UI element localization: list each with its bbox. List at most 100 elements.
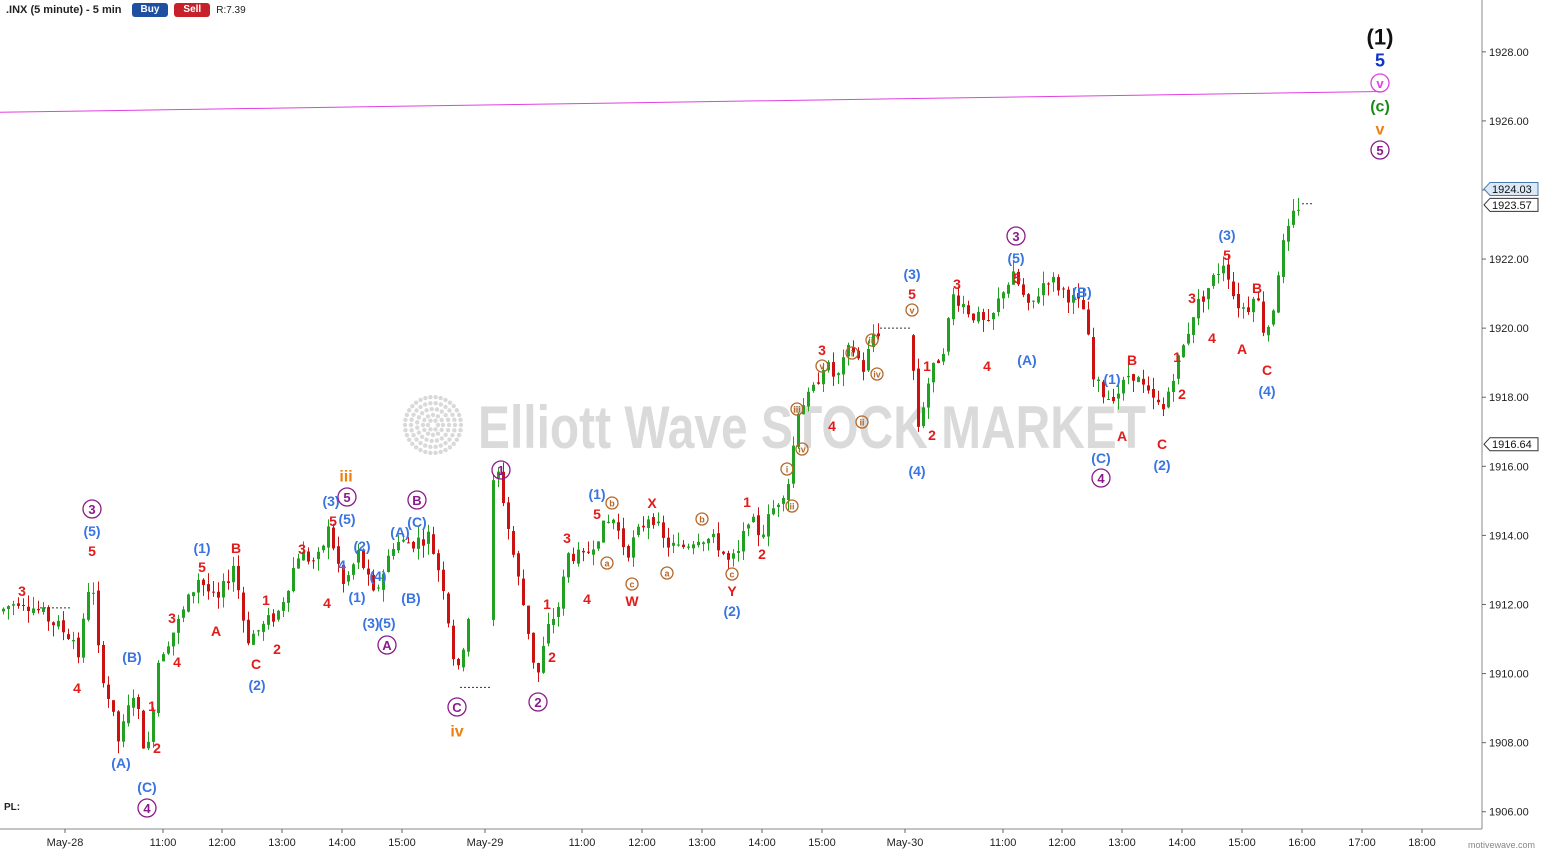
watermark-dot bbox=[424, 408, 429, 413]
candle-body bbox=[1057, 277, 1060, 291]
candle-body bbox=[397, 541, 400, 551]
wave-label-text: (c) bbox=[1370, 99, 1390, 116]
price-label-box bbox=[1483, 437, 1539, 452]
candle-body bbox=[427, 531, 430, 544]
candle-body bbox=[602, 520, 605, 543]
candle-body bbox=[257, 630, 260, 632]
wave-label-text: 3 bbox=[88, 502, 95, 517]
price-label-text: 1916.64 bbox=[1492, 439, 1532, 451]
wave-label-text: (C) bbox=[1091, 450, 1110, 466]
watermark-dot bbox=[419, 411, 425, 416]
wave-label: (5) bbox=[1007, 250, 1024, 266]
wave-label-text: 4 bbox=[1208, 330, 1216, 346]
watermark-dot bbox=[403, 417, 408, 423]
watermark-dot bbox=[420, 422, 426, 428]
wave-label-text: 2 bbox=[273, 641, 281, 657]
wave-label-text: 1 bbox=[497, 463, 504, 478]
wave-label: 3 bbox=[298, 541, 306, 557]
watermark-dot bbox=[433, 418, 438, 423]
wave-label: (2) bbox=[723, 603, 740, 619]
x-tick-label: 17:00 bbox=[1348, 837, 1376, 849]
candle-body bbox=[1227, 264, 1230, 280]
candle-body bbox=[787, 483, 790, 500]
candle-body bbox=[1197, 298, 1200, 319]
wave-label-circle bbox=[785, 499, 799, 513]
wave-label-text: i bbox=[786, 465, 789, 475]
wave-label: 2 bbox=[273, 641, 281, 657]
wave-label: 1 bbox=[1173, 349, 1181, 365]
candle-body bbox=[957, 295, 960, 306]
watermark-dot bbox=[458, 427, 463, 433]
watermark-dot bbox=[428, 444, 433, 450]
watermark-text: Elliott Wave STOCK MARKET bbox=[478, 394, 1146, 461]
wave-label-text: 2 bbox=[548, 649, 556, 665]
wave-label-text: (1) bbox=[1103, 371, 1120, 387]
wave-label: 5 bbox=[329, 513, 337, 529]
candle-body bbox=[1047, 283, 1050, 285]
watermark-dot bbox=[429, 438, 434, 444]
watermark-dot bbox=[439, 417, 444, 423]
sell-button[interactable]: Sell bbox=[174, 3, 211, 17]
site-watermark: motivewave.com bbox=[1467, 840, 1535, 850]
wave-label: 3 bbox=[563, 530, 571, 546]
wave-label: (B) bbox=[401, 590, 420, 606]
wave-label-text: (B) bbox=[122, 649, 141, 665]
wave-label-text: 4 bbox=[1097, 471, 1105, 486]
wave-label-text: 3 bbox=[298, 541, 306, 557]
wave-label-text: 4 bbox=[338, 557, 346, 573]
y-tick-label: 1908.00 bbox=[1489, 738, 1529, 750]
candle-body bbox=[417, 537, 420, 549]
wave-label: v bbox=[1376, 122, 1385, 139]
wave-label-text: 5 bbox=[1223, 247, 1231, 263]
wave-label: a bbox=[600, 556, 614, 570]
wave-label-text: 3 bbox=[18, 583, 26, 599]
wave-label-text: (2) bbox=[1153, 457, 1170, 473]
wave-label: (4) bbox=[1258, 383, 1275, 399]
candle-body bbox=[1207, 288, 1210, 300]
candle-body bbox=[1132, 374, 1135, 381]
candle-body bbox=[527, 605, 530, 634]
candle-body bbox=[147, 741, 150, 749]
candle-body bbox=[52, 622, 55, 626]
candle-body bbox=[812, 384, 815, 391]
candle-body bbox=[1032, 300, 1035, 302]
candle-body bbox=[1247, 307, 1250, 313]
candle-body bbox=[322, 545, 325, 551]
candle-body bbox=[657, 521, 660, 524]
watermark-dot bbox=[430, 412, 436, 418]
watermark-dot bbox=[433, 450, 438, 456]
candle-body bbox=[362, 549, 365, 568]
wave-label: iii bbox=[339, 469, 352, 486]
watermark-dot bbox=[415, 425, 420, 430]
wave-label-text: 2 bbox=[758, 546, 766, 562]
candle-body bbox=[307, 551, 310, 562]
candle-body bbox=[817, 382, 820, 384]
candle-body bbox=[627, 546, 630, 558]
wave-label: c bbox=[625, 577, 639, 591]
wave-label-text: (A) bbox=[1017, 352, 1036, 368]
candle-body bbox=[987, 320, 990, 322]
watermark-layer: Elliott Wave STOCK MARKET bbox=[402, 394, 1146, 461]
buy-button[interactable]: Buy bbox=[131, 3, 169, 17]
candle-body bbox=[512, 531, 515, 555]
candle-body bbox=[1152, 388, 1155, 398]
wave-label: 2 bbox=[548, 649, 556, 665]
y-tick-label: 1928.00 bbox=[1489, 47, 1529, 59]
wave-label: 5 bbox=[1375, 50, 1385, 70]
watermark-dot bbox=[458, 417, 463, 423]
wave-label-text: (2) bbox=[248, 677, 265, 693]
wave-label: 4 bbox=[583, 591, 591, 607]
price-label-text: 1924.03 bbox=[1492, 184, 1532, 196]
wave-label: 4 bbox=[983, 358, 991, 374]
watermark-dot bbox=[422, 402, 428, 407]
candle-body bbox=[1277, 275, 1280, 313]
wave-label: 4 bbox=[323, 595, 331, 611]
wave-label-text: (5) bbox=[83, 523, 100, 539]
chart-title: .INX (5 minute) - 5 min bbox=[6, 4, 122, 16]
candle-body bbox=[1002, 292, 1005, 299]
wave-label-text: a bbox=[604, 559, 610, 569]
candle-body bbox=[67, 634, 70, 639]
y-tick-label: 1920.00 bbox=[1489, 323, 1529, 335]
candle-body bbox=[1007, 284, 1010, 294]
